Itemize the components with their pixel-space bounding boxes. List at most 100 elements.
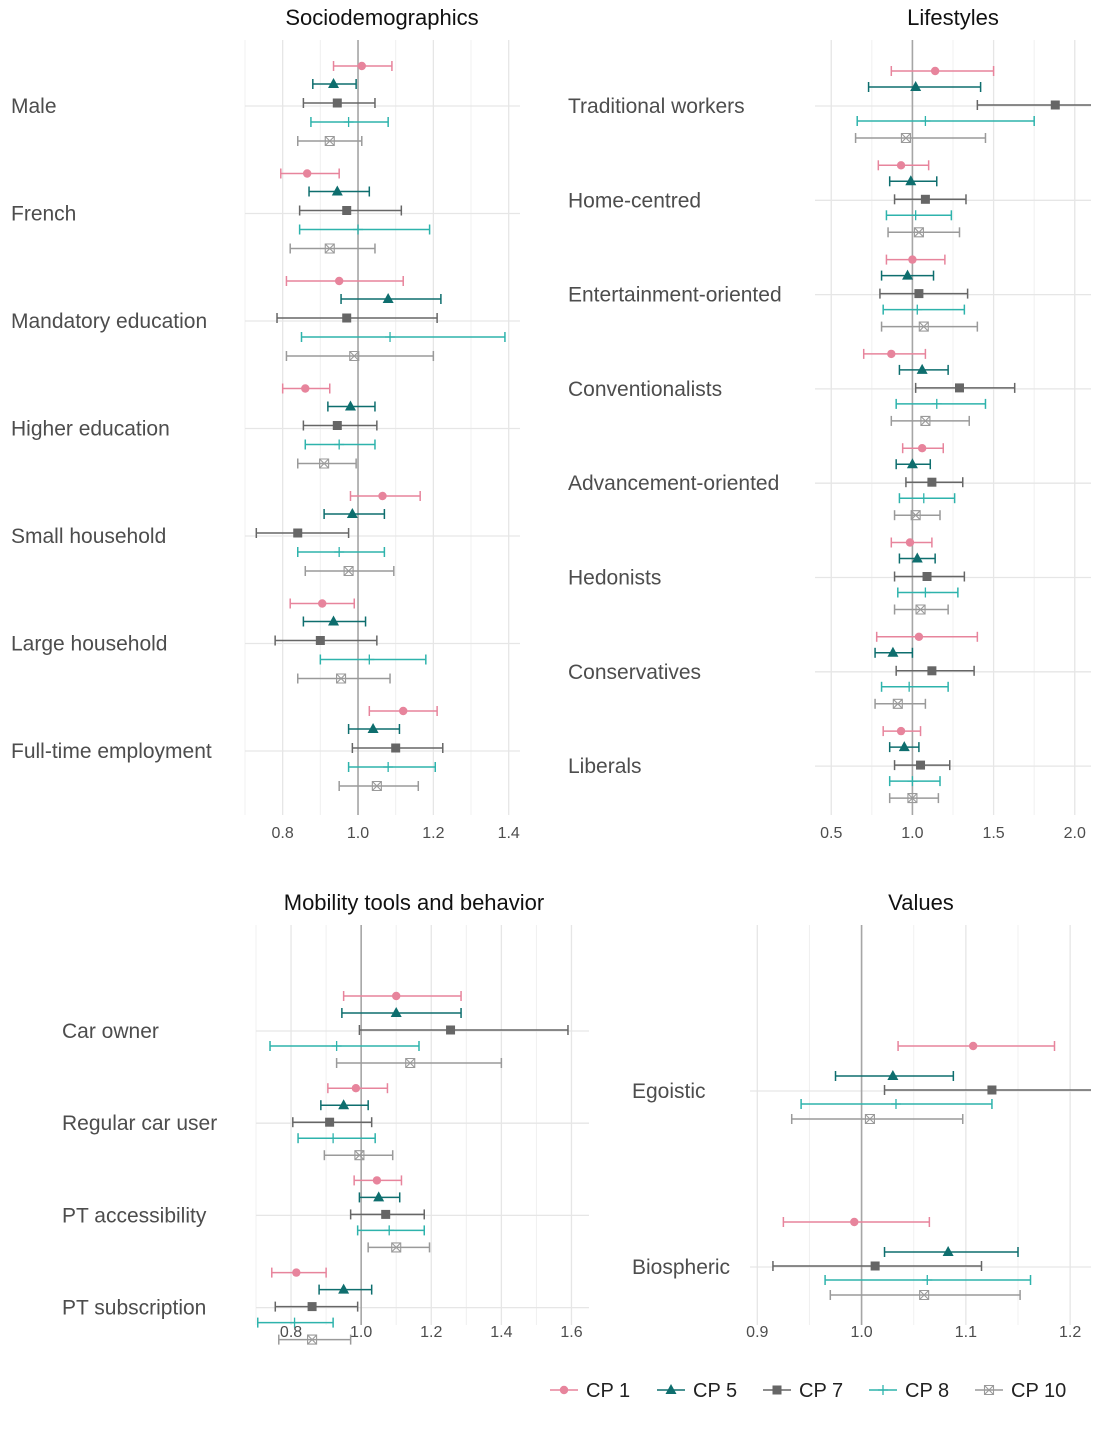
x-tick-label: 1.2 xyxy=(1059,1324,1081,1341)
legend-marker xyxy=(665,1384,677,1394)
panel-title: Mobility tools and behavior xyxy=(284,890,544,915)
error-bar-cp-7 xyxy=(302,98,376,108)
x-tick-label: 1.2 xyxy=(422,825,444,842)
error-bar-cp-10 xyxy=(323,1150,394,1161)
error-bar-cp-1 xyxy=(368,706,438,716)
error-bar-cp-7 xyxy=(274,635,378,646)
error-bar-cp-7 xyxy=(893,194,967,205)
point-cp-7 xyxy=(381,1209,391,1219)
panel-values: Values Egoistic Biospheric 0.9 1.0 1.1 1.2 xyxy=(632,890,1091,1341)
point-cp-1 xyxy=(302,169,312,178)
point-cp-5 xyxy=(898,741,910,752)
point-cp-1 xyxy=(905,538,915,547)
error-bar-cp-8 xyxy=(824,1275,1032,1285)
x-tick-label: 1.0 xyxy=(901,825,923,842)
category-label-full-time-employment: Full-time employment xyxy=(11,740,212,763)
point-cp-1 xyxy=(930,66,940,76)
point-cp-1 xyxy=(896,161,906,170)
point-cp-7 xyxy=(307,1302,317,1312)
point-cp-1 xyxy=(301,384,310,393)
error-bar-cp-7 xyxy=(276,313,438,323)
category-label-biospheric: Biospheric xyxy=(632,1256,730,1279)
point-cp-5 xyxy=(902,269,914,280)
point-cp-1 xyxy=(357,61,366,71)
point-cp-5 xyxy=(887,646,899,657)
point-cp-7 xyxy=(332,98,342,108)
error-bar-cp-8 xyxy=(300,332,506,342)
point-cp-1 xyxy=(392,991,401,1001)
error-bar-cp-1 xyxy=(901,443,945,454)
error-bar-cp-8 xyxy=(298,224,431,235)
error-bar-cp-8 xyxy=(296,547,386,557)
category-label-entertainment-oriented: Entertainment-oriented xyxy=(568,284,782,307)
error-bar-cp-10 xyxy=(893,510,941,521)
point-cp-8 xyxy=(907,776,918,787)
error-bar-cp-1 xyxy=(327,1083,389,1094)
category-label-traditional-workers: Traditional workers xyxy=(568,95,745,118)
error-bar-cp-1 xyxy=(890,537,933,548)
error-bar-cp-7 xyxy=(351,743,444,753)
panels: Sociodemographics Male French Mandatory edu… xyxy=(11,5,1091,1345)
error-bar-cp-10 xyxy=(304,565,395,577)
error-bar-cp-10 xyxy=(289,243,376,254)
point-cp-8 xyxy=(384,1225,395,1236)
category-label-pt-subscription: PT subscription xyxy=(62,1297,206,1320)
error-bar-cp-7 xyxy=(976,100,1091,110)
point-cp-5 xyxy=(910,81,922,91)
error-bar-cp-7 xyxy=(893,571,966,582)
legend-item-cp-7: CP 7 xyxy=(763,1380,843,1402)
error-bar-cp-7 xyxy=(358,1025,569,1035)
point-cp-5 xyxy=(338,1283,350,1294)
error-bar-cp-1 xyxy=(342,991,462,1001)
point-cp-5 xyxy=(390,1007,402,1017)
error-bar-cp-10 xyxy=(888,793,940,804)
error-bar-cp-1 xyxy=(281,383,331,394)
error-bar-cp-1 xyxy=(877,160,930,171)
point-cp-7 xyxy=(325,1117,335,1127)
legend-label: CP 5 xyxy=(693,1380,737,1402)
error-bar-cp-8 xyxy=(257,1317,334,1328)
error-bar-cp-5 xyxy=(323,508,386,519)
category-label-higher-education: Higher education xyxy=(11,418,170,441)
error-bar-cp-8 xyxy=(856,116,1035,126)
point-cp-8 xyxy=(353,224,364,235)
point-cp-7 xyxy=(342,206,352,215)
point-cp-5 xyxy=(916,363,928,374)
point-cp-7 xyxy=(870,1261,880,1271)
error-bar-cp-10 xyxy=(887,227,961,238)
error-bar-cp-1 xyxy=(875,631,979,642)
point-cp-1 xyxy=(887,349,896,359)
point-cp-5 xyxy=(906,458,918,469)
error-bar-cp-10 xyxy=(880,321,979,332)
error-bar-cp-5 xyxy=(888,175,938,187)
point-cp-10 xyxy=(324,135,335,147)
x-tick-label: 1.2 xyxy=(420,1324,442,1341)
point-cp-10 xyxy=(913,227,924,238)
point-cp-7 xyxy=(954,383,964,393)
error-bar-cp-7 xyxy=(893,760,951,771)
legend-item-cp-1: CP 1 xyxy=(550,1380,630,1402)
point-cp-7 xyxy=(391,743,401,753)
point-cp-5 xyxy=(328,615,340,626)
point-cp-10 xyxy=(918,321,929,332)
panel-title: Sociodemographics xyxy=(285,5,478,30)
legend-marker xyxy=(559,1385,569,1395)
point-cp-8 xyxy=(918,493,929,504)
error-bar-cp-1 xyxy=(885,254,946,265)
error-bar-cp-10 xyxy=(335,1057,503,1069)
error-bar-cp-7 xyxy=(905,477,964,488)
legend-marker xyxy=(878,1385,888,1395)
error-bar-cp-5 xyxy=(358,1191,401,1203)
category-label-advancement-oriented: Advancement-oriented xyxy=(568,472,779,495)
error-bar-cp-10 xyxy=(285,350,435,362)
error-bar-cp-10 xyxy=(893,604,949,615)
point-cp-1 xyxy=(378,491,387,501)
error-bar-cp-5 xyxy=(318,1283,373,1295)
point-cp-8 xyxy=(904,681,915,692)
error-bar-cp-5 xyxy=(308,185,371,197)
category-label-car-owner: Car owner xyxy=(62,1020,159,1043)
error-bar-cp-8 xyxy=(800,1099,993,1109)
error-bar-cp-1 xyxy=(862,348,927,359)
point-cp-10 xyxy=(920,415,931,426)
